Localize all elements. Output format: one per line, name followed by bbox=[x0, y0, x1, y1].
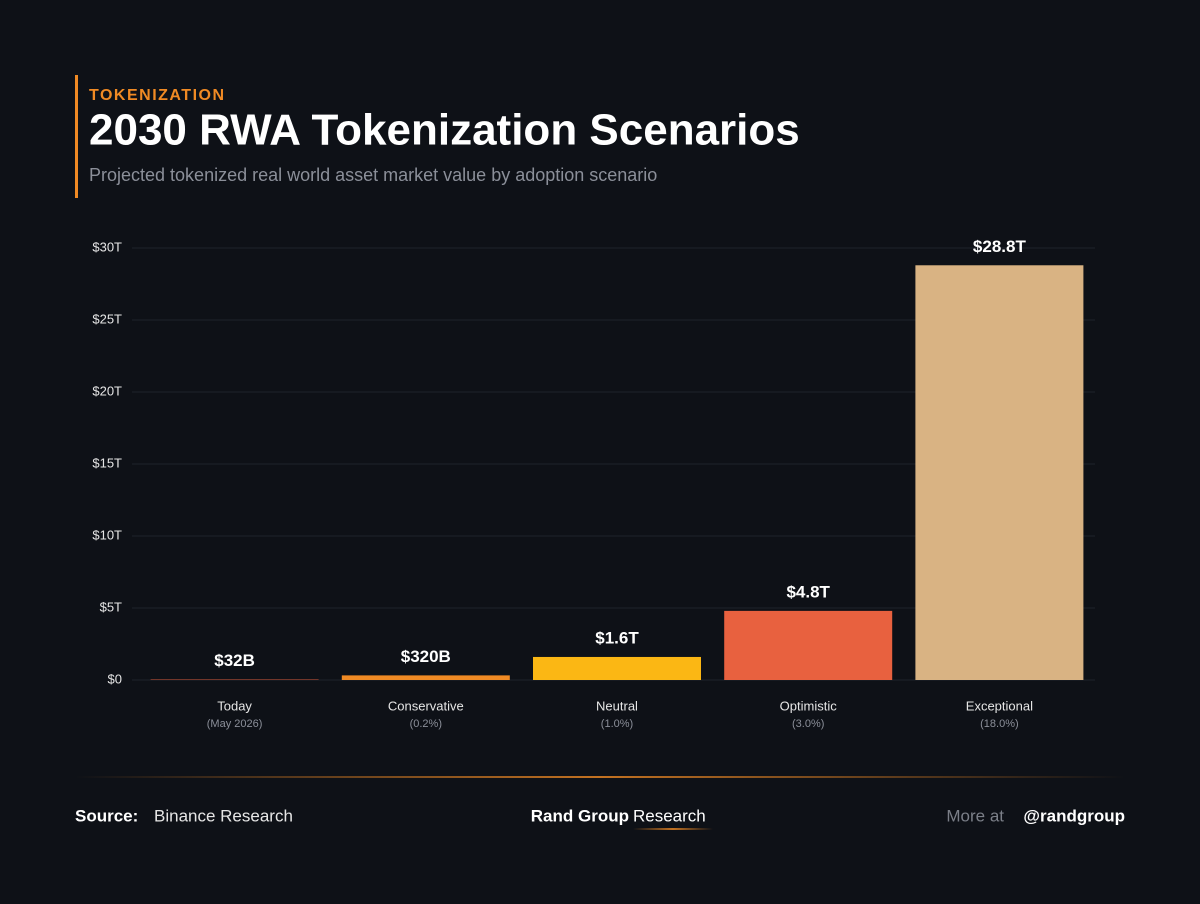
value-label: $1.6T bbox=[595, 628, 639, 647]
x-tick-note: (3.0%) bbox=[792, 718, 824, 730]
value-label: $28.8T bbox=[973, 237, 1027, 256]
footer-rule bbox=[75, 776, 1125, 778]
x-tick-label: Exceptional bbox=[966, 698, 1033, 713]
y-tick-label: $25T bbox=[92, 311, 122, 326]
source: Binance Research bbox=[154, 806, 293, 825]
x-tick-label: Today bbox=[217, 698, 252, 713]
x-tick-label: Conservative bbox=[388, 698, 464, 713]
x-tick-label: Neutral bbox=[596, 698, 638, 713]
x-tick-note: (May 2026) bbox=[207, 718, 263, 730]
brand: Rand Group bbox=[531, 806, 629, 825]
value-label: $320B bbox=[401, 647, 451, 666]
chart-subtitle: Projected tokenized real world asset mar… bbox=[89, 165, 657, 185]
bar bbox=[724, 610, 893, 680]
y-tick-label: $5T bbox=[100, 599, 122, 614]
x-tick-label: Optimistic bbox=[780, 698, 838, 713]
y-tick-label: $15T bbox=[92, 455, 122, 470]
bar bbox=[341, 675, 510, 680]
x-tick-note: (1.0%) bbox=[601, 718, 633, 730]
kicker: TOKENIZATION bbox=[89, 87, 226, 104]
more-label: More at bbox=[946, 806, 1004, 825]
y-tick-label: $30T bbox=[92, 239, 122, 254]
value-label: $4.8T bbox=[786, 582, 830, 601]
y-tick-label: $20T bbox=[92, 383, 122, 398]
y-tick-label: $10T bbox=[92, 527, 122, 542]
source-label: Source: bbox=[75, 806, 138, 825]
brand-underline bbox=[633, 828, 713, 830]
chart-title: 2030 RWA Tokenization Scenarios bbox=[89, 106, 800, 155]
handle: @randgroup bbox=[1023, 806, 1125, 825]
brand-suffix: Research bbox=[633, 806, 706, 825]
bar bbox=[915, 265, 1084, 680]
bar bbox=[533, 656, 701, 680]
y-tick-label: $0 bbox=[108, 671, 122, 686]
x-tick-note: (0.2%) bbox=[410, 718, 442, 730]
plot: $0 $5T $10T $15T $20T $25T $30T Today (May 2026)… bbox=[92, 237, 1095, 730]
x-tick-note: (18.0%) bbox=[980, 718, 1019, 730]
value-label: $32B bbox=[214, 651, 255, 670]
accent-bar bbox=[75, 75, 78, 198]
